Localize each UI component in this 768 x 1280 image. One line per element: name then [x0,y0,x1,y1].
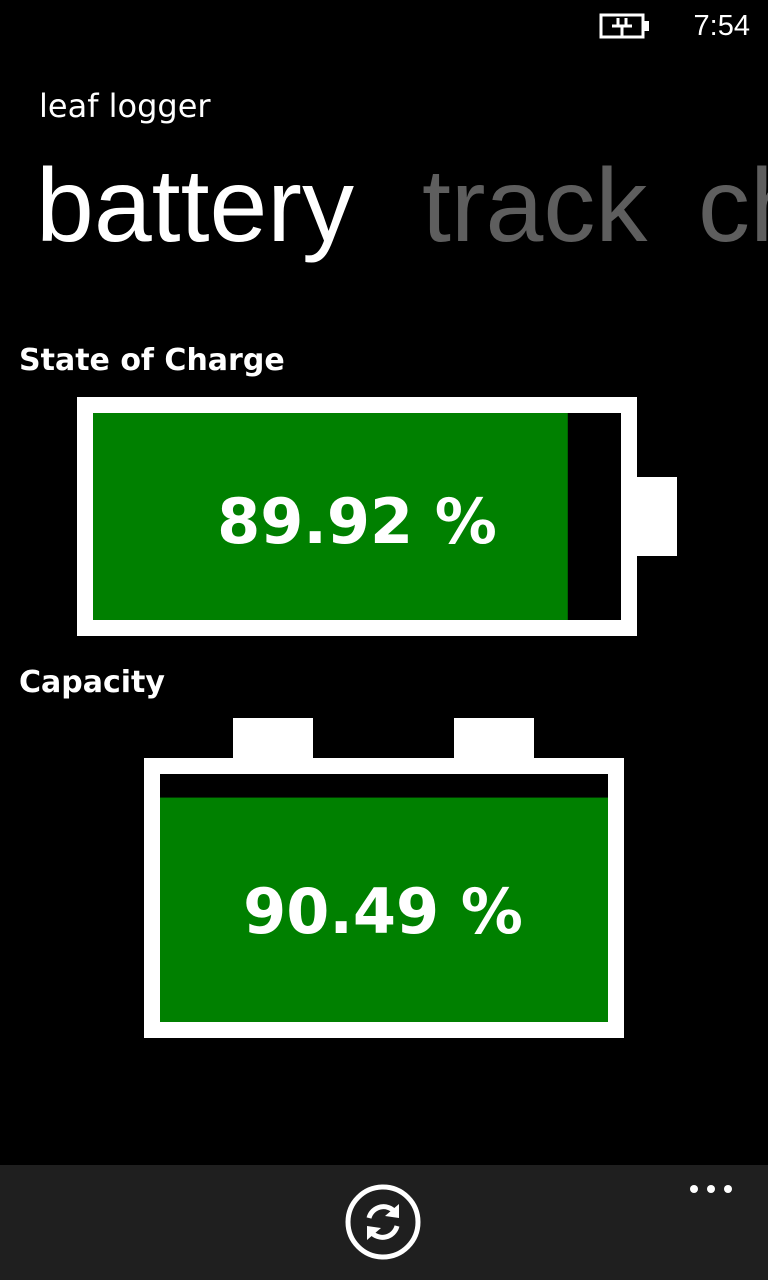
charge-value: 89.92 % [217,485,497,558]
pivot-item[interactable]: track [422,148,648,264]
charge-fill [93,413,568,620]
section-label: Capacity [19,665,165,700]
capacity-value: 90.49 % [243,875,523,948]
battery-post [454,718,534,760]
capacity-fill [160,797,608,1022]
app-bar [0,1165,768,1280]
battery-post [233,718,313,760]
pivot-item[interactable]: ch [698,148,768,264]
battery-terminal [621,477,677,556]
refresh-button[interactable] [345,1184,421,1260]
section-label: State of Charge [19,343,285,378]
app-title: leaf logger [39,87,211,125]
pivot-item-active[interactable]: battery [36,148,354,264]
more-menu[interactable] [690,1185,732,1193]
battery-status-icon [599,13,649,39]
clock: 7:54 [694,10,750,42]
